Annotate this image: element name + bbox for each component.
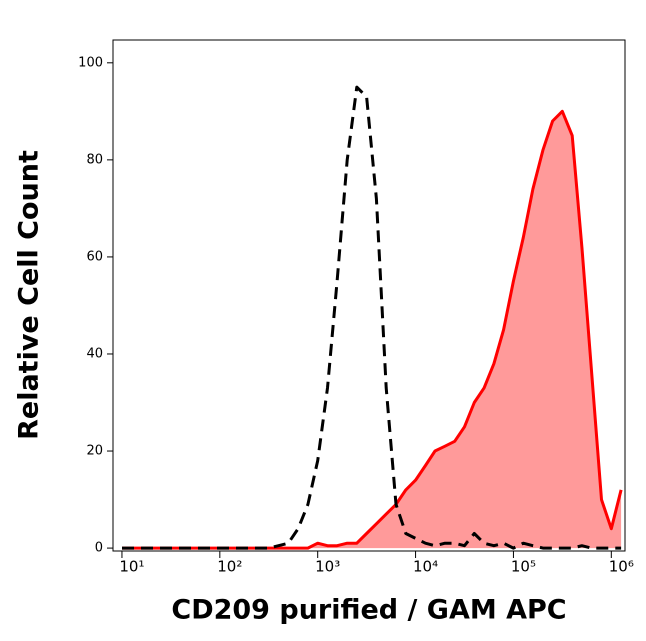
x-tick-label: 10² (217, 558, 242, 576)
y-tick-label: 100 (78, 55, 103, 70)
y-tick-label: 0 (95, 541, 103, 556)
area (122, 111, 622, 549)
x-axis-label: CD209 purified / GAM APC (171, 595, 566, 626)
x-tick-label: 10³ (315, 558, 340, 576)
y-tick-label: 60 (86, 249, 103, 264)
x-tick-label: 10¹ (119, 558, 144, 576)
x-tick-label: 10⁵ (511, 558, 536, 576)
line (122, 85, 622, 550)
y-axis-label: Relative Cell Count (14, 150, 45, 440)
y-tick-label: 80 (86, 152, 103, 167)
plot-frame (112, 39, 626, 552)
y-tick-label: 40 (86, 346, 103, 361)
x-tick-label: 10⁴ (413, 558, 438, 576)
y-tick-label: 20 (86, 444, 103, 459)
x-tick-label: 10⁶ (609, 558, 634, 576)
